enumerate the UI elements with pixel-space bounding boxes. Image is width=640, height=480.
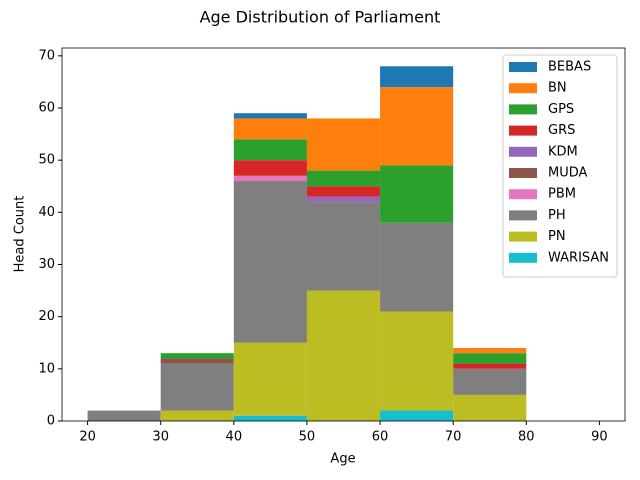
y-tick-label: 30: [38, 257, 55, 272]
bar-segment: [233, 175, 307, 182]
x-tick-label: 70: [445, 430, 462, 445]
x-tick-label: 80: [518, 430, 535, 445]
bar-segment: [160, 353, 234, 359]
bar-segment: [160, 363, 234, 411]
bar-segment: [306, 170, 381, 187]
bar-segment: [233, 139, 307, 161]
x-tick-label: 30: [152, 430, 169, 445]
legend-label: BEBAS: [548, 60, 591, 75]
y-tick-label: 20: [38, 309, 55, 324]
chart-title: Age Distribution of Parliament: [200, 8, 441, 27]
y-tick-label: 10: [38, 361, 55, 376]
bar-segment: [233, 342, 307, 416]
legend-label: GRS: [548, 123, 575, 138]
bar-segment: [380, 66, 454, 88]
x-axis-label: Age: [330, 452, 355, 467]
bar-segment: [306, 186, 381, 197]
x-tick-label: 90: [591, 430, 608, 445]
legend-label: PH: [548, 208, 566, 223]
bar-segment: [160, 410, 234, 421]
legend-swatch: [509, 168, 537, 178]
bar-segment: [380, 165, 454, 223]
bar-segment: [233, 160, 307, 176]
legend-label: BN: [548, 81, 567, 96]
bar-segment: [380, 311, 454, 411]
bar-segment: [453, 353, 527, 364]
bar-segment: [453, 368, 527, 395]
bar-segment: [453, 347, 527, 354]
legend-label: MUDA: [548, 166, 588, 181]
legend-swatch: [509, 62, 537, 72]
bar-segment: [453, 394, 527, 421]
bar-segment: [306, 118, 381, 171]
legend-swatch: [509, 231, 537, 242]
bar-segment: [233, 118, 307, 140]
bar-segment: [380, 87, 454, 166]
y-tick-label: 70: [38, 48, 55, 63]
legend-label: GPS: [548, 102, 574, 117]
legend-label: PBM: [548, 187, 576, 202]
y-tick-label: 60: [38, 100, 55, 115]
bar-segment: [306, 201, 381, 291]
bar-segment: [233, 113, 307, 119]
bar-segment: [233, 415, 307, 421]
bar-segment: [233, 181, 307, 343]
x-tick-label: 60: [372, 430, 389, 445]
x-tick-label: 50: [299, 430, 316, 445]
y-axis-label: Head Count: [13, 196, 28, 273]
legend-swatch: [509, 125, 537, 136]
legend-swatch: [509, 252, 537, 263]
legend-label: PN: [548, 229, 566, 244]
x-tick-label: 20: [79, 430, 96, 445]
legend-swatch: [509, 83, 537, 94]
legend-label: WARISAN: [548, 250, 609, 265]
bar-segment: [87, 410, 161, 421]
bar-segment: [453, 363, 527, 369]
bar-segment: [380, 222, 454, 312]
legend-swatch: [509, 210, 537, 221]
y-tick-label: 50: [38, 153, 55, 168]
legend-label: KDM: [548, 144, 578, 159]
x-tick-label: 40: [226, 430, 243, 445]
plot-frame: [61, 47, 626, 422]
legend-swatch: [509, 146, 537, 157]
bar-segment: [306, 290, 381, 421]
bar-segment: [160, 358, 234, 364]
y-tick-label: 0: [47, 414, 55, 429]
y-tick-label: 40: [38, 205, 55, 220]
bar-segment: [306, 196, 381, 202]
bar-segment: [380, 410, 454, 421]
legend-swatch: [509, 104, 537, 115]
legend-swatch: [509, 189, 537, 200]
